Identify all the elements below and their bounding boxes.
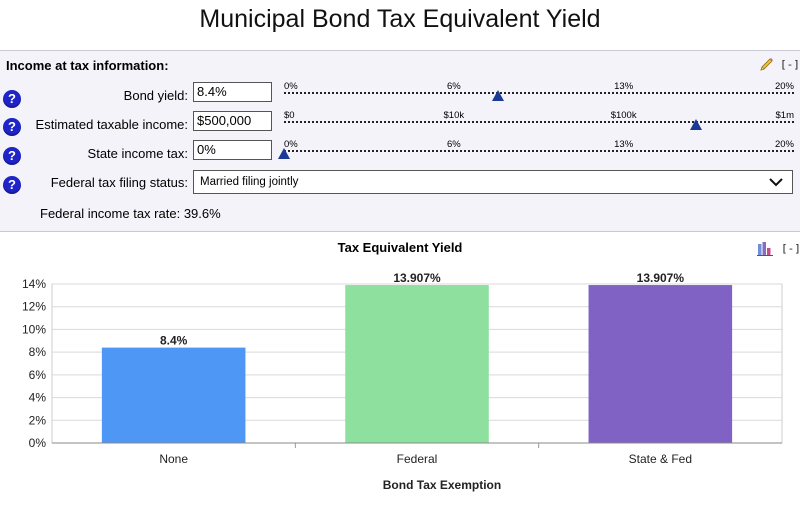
federal-rate-text: Federal income tax rate: 39.6% (40, 206, 221, 221)
bar (101, 347, 246, 443)
panel-heading: Income at tax information: (6, 58, 169, 73)
slider-tick: 20% (774, 139, 794, 150)
filing-status-label: Federal tax filing status: (50, 175, 188, 190)
slider-thumb[interactable] (492, 90, 505, 101)
bar-value-label: 13.907% (393, 271, 441, 285)
panel-collapse-button[interactable]: [-] (780, 58, 800, 71)
slider-tick: $10k (443, 110, 465, 121)
x-tick-label: None (159, 452, 188, 466)
bar-value-label: 8.4% (160, 334, 188, 348)
bond-yield-help-icon[interactable]: ? (3, 90, 21, 108)
y-tick-label: 6% (29, 368, 47, 382)
x-axis-title: Bond Tax Exemption (383, 478, 501, 492)
y-tick-label: 10% (22, 322, 46, 336)
state-tax-label: State income tax: (87, 146, 188, 161)
slider-tick: 0% (284, 81, 298, 92)
slider-tick: 13% (614, 81, 634, 92)
taxable-income-input[interactable]: $500,000 (193, 111, 272, 131)
state-tax-help-icon[interactable]: ? (3, 147, 21, 165)
taxable-income-slider[interactable]: $0 $10k $100k $1m (284, 110, 794, 136)
slider-track (284, 121, 794, 123)
slider-tick: 0% (284, 139, 298, 150)
y-tick-label: 2% (29, 413, 47, 427)
slider-tick: 6% (446, 139, 461, 150)
y-tick-label: 14% (22, 277, 46, 291)
slider-tick: 20% (774, 81, 794, 92)
taxable-income-label: Estimated taxable income: (35, 117, 188, 132)
slider-track (284, 150, 794, 152)
input-panel: Income at tax information: [-] ? Bond yi… (0, 50, 800, 232)
chart-collapse-button[interactable]: [-] (781, 242, 800, 255)
x-tick-label: State & Fed (629, 452, 692, 466)
slider-tick: 6% (446, 81, 461, 92)
y-tick-label: 4% (29, 391, 47, 405)
slider-tick: $100k (610, 110, 637, 121)
chart-title: Tax Equivalent Yield (337, 240, 463, 255)
bar-chart: 0% 2% 4% 6% 8% 10% 12% 14% 8.4% None 13.907% Federa… (22, 271, 783, 492)
slider-tick: 13% (614, 139, 634, 150)
x-tick-label: Federal (397, 452, 438, 466)
federal-rate-label: Federal income tax rate: (40, 206, 181, 221)
state-tax-slider[interactable]: 0% 6% 13% 20% (278, 139, 794, 165)
bond-yield-label: Bond yield: (123, 88, 188, 103)
chevron-down-icon (769, 178, 783, 187)
slider-tick: $1m (775, 110, 794, 121)
slider-tick: $0 (284, 110, 295, 121)
bond-yield-input[interactable]: 8.4% (193, 82, 272, 102)
pencil-icon[interactable] (758, 57, 774, 73)
slider-track (284, 92, 794, 94)
y-tick-label: 0% (29, 436, 47, 450)
bar-value-label: 13.907% (637, 271, 685, 285)
filing-status-select[interactable]: Married filing jointly (193, 170, 793, 194)
federal-rate-value: 39.6% (183, 206, 221, 221)
bar (588, 285, 733, 443)
state-tax-input[interactable]: 0% (193, 140, 272, 160)
y-tick-label: 8% (29, 345, 47, 359)
slider-thumb[interactable] (689, 119, 702, 130)
page-title: Municipal Bond Tax Equivalent Yield (199, 5, 601, 33)
slider-thumb[interactable] (278, 148, 290, 159)
y-tick-label: 12% (22, 300, 46, 314)
bond-yield-slider[interactable]: 0% 6% 13% 20% (284, 81, 794, 107)
filing-status-value: Married filing jointly (200, 176, 299, 188)
bar (345, 285, 489, 443)
bar-chart-icon[interactable] (757, 241, 773, 256)
filing-status-help-icon[interactable]: ? (3, 176, 21, 194)
taxable-income-help-icon[interactable]: ? (3, 118, 21, 136)
